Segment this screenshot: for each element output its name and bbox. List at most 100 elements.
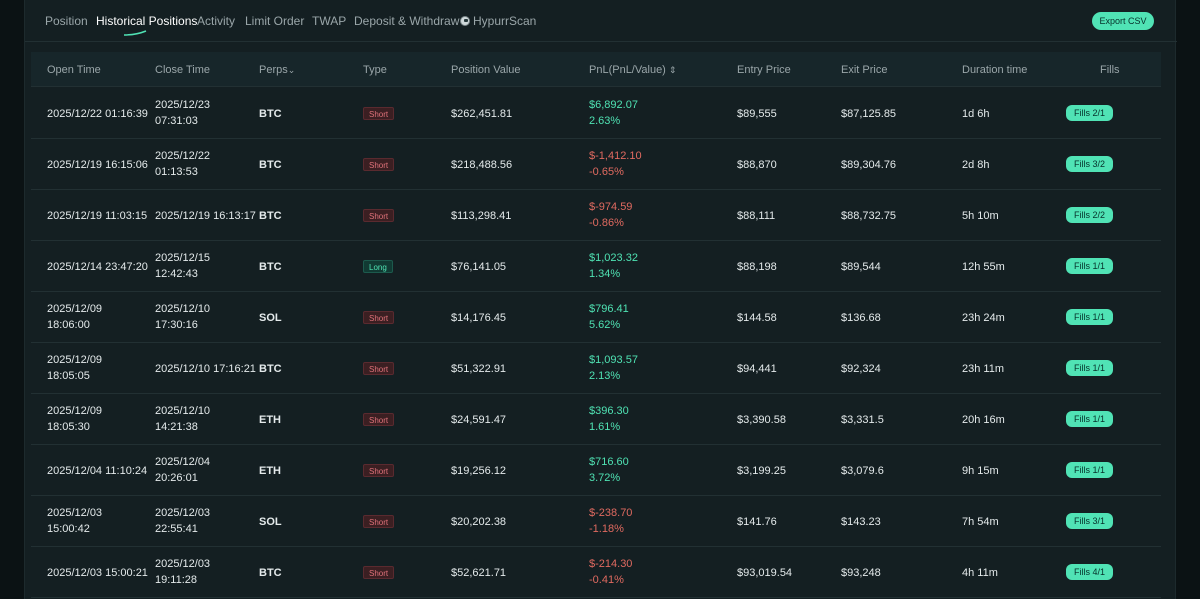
close-time-line2: 22:55:41 — [155, 523, 198, 535]
close-time-line2: 14:21:38 — [155, 421, 198, 433]
close-time-cell: 2025/12/15 12:42:43 — [155, 250, 210, 282]
open-time-line2: 15:00:42 — [47, 523, 90, 535]
close-time-line1: 2025/12/03 — [155, 507, 211, 519]
open-time-cell: 2025/12/09 18:05:30 — [47, 403, 102, 435]
duration: 1d 6h — [962, 108, 990, 120]
column-perps[interactable]: Perps⌄ — [259, 64, 295, 76]
perp-symbol[interactable]: BTC — [259, 567, 282, 579]
pnl-percent: -0.65% — [589, 166, 624, 178]
position-value: $52,621.71 — [451, 567, 507, 579]
position-type-badge: Short — [363, 107, 395, 120]
table-row: 2025/12/22 01:16:39 2025/12/23 07:31:03 BTC… — [31, 88, 1161, 139]
exit-price: $87,125.85 — [841, 108, 897, 120]
close-time-line1: 2025/12/10 — [155, 303, 211, 315]
fills-button[interactable]: Fills 2/1 — [1066, 105, 1113, 121]
perp-symbol[interactable]: BTC — [259, 108, 282, 120]
position-type-badge: Short — [363, 464, 395, 477]
tab-position[interactable]: Position — [45, 14, 88, 28]
entry-price: $3,390.58 — [737, 414, 786, 426]
close-time-line2: 12:42:43 — [155, 268, 198, 280]
pnl-percent: -0.86% — [589, 217, 624, 229]
column-exit-price: Exit Price — [841, 64, 888, 76]
pnl-cell: $-1,412.10 -0.65% — [589, 148, 642, 180]
perp-symbol[interactable]: SOL — [259, 312, 282, 324]
pnl-percent: 2.13% — [589, 370, 621, 382]
open-time-line1: 2025/12/03 — [47, 507, 103, 519]
tab-historical-positions[interactable]: Historical Positions — [96, 14, 197, 36]
open-time-line1: 2025/12/09 — [47, 303, 103, 315]
pnl-percent: 5.62% — [589, 319, 621, 331]
perp-symbol[interactable]: BTC — [259, 363, 282, 375]
fills-button[interactable]: Fills 4/1 — [1066, 564, 1113, 580]
position-value: $19,256.12 — [451, 465, 507, 477]
table-row: 2025/12/09 18:05:30 2025/12/10 14:21:38 ETH S… — [31, 394, 1161, 445]
fills-button[interactable]: Fills 2/2 — [1066, 207, 1113, 223]
entry-price: $141.76 — [737, 516, 777, 528]
close-time-cell: 2025/12/03 19:11:28 — [155, 556, 210, 588]
export-csv-button[interactable]: Export CSV — [1092, 12, 1154, 30]
entry-price: $94,441 — [737, 363, 777, 375]
fills-button[interactable]: Fills 1/1 — [1066, 258, 1113, 274]
fills-button[interactable]: Fills 3/1 — [1066, 513, 1113, 529]
tab-hypurrscan[interactable]: HypurrScan — [460, 14, 536, 28]
open-time-line2: 18:05:30 — [47, 421, 90, 433]
pnl-cell: $1,023.32 1.34% — [589, 250, 638, 282]
table-row: 2025/12/03 15:00:21 2025/12/03 19:11:28 BTC… — [31, 547, 1161, 598]
column-close-time[interactable]: Close Time — [155, 64, 211, 76]
table-row: 2025/12/19 11:03:15 2025/12/19 16:13:17 BT… — [31, 190, 1161, 241]
perp-symbol[interactable]: BTC — [259, 210, 282, 222]
open-time-line1: 2025/12/09 — [47, 354, 103, 366]
position-value: $76,141.05 — [451, 261, 507, 273]
column-pnl[interactable]: PnL(PnL/Value) ⇕ — [589, 64, 676, 76]
exit-price: $136.68 — [841, 312, 881, 324]
entry-price: $3,199.25 — [737, 465, 786, 477]
perp-symbol[interactable]: ETH — [259, 414, 281, 426]
close-time-cell: 2025/12/04 20:26:01 — [155, 454, 210, 486]
open-time-line2: 18:05:05 — [47, 370, 90, 382]
open-time-line1: 2025/12/19 11:03:15 — [47, 210, 148, 222]
duration: 23h 24m — [962, 312, 1005, 324]
position-type-badge: Short — [363, 413, 395, 426]
tab-deposit-withdraw[interactable]: Deposit & Withdraw — [354, 14, 460, 28]
position-type-badge: Short — [363, 566, 395, 579]
pnl-amount: $1,023.32 — [589, 252, 638, 264]
pnl-cell: $396.30 1.61% — [589, 403, 629, 435]
fills-button[interactable]: Fills 1/1 — [1066, 462, 1113, 478]
pnl-amount: $-974.59 — [589, 201, 633, 213]
position-value: $24,591.47 — [451, 414, 507, 426]
column-position-value: Position Value — [451, 64, 521, 76]
entry-price: $144.58 — [737, 312, 777, 324]
column-open-time[interactable]: Open Time — [47, 64, 101, 76]
historical-positions-panel: Position Historical Positions Activity L… — [24, 0, 1177, 599]
open-time-line1: 2025/12/09 — [47, 405, 103, 417]
exit-price: $89,304.76 — [841, 159, 897, 171]
tab-twap[interactable]: TWAP — [312, 14, 347, 28]
pnl-cell: $1,093.57 2.13% — [589, 352, 638, 384]
position-value: $20,202.38 — [451, 516, 507, 528]
open-time-cell: 2025/12/14 23:47:20 — [47, 259, 148, 275]
perp-symbol[interactable]: BTC — [259, 159, 282, 171]
exit-price: $93,248 — [841, 567, 881, 579]
fills-button[interactable]: Fills 3/2 — [1066, 156, 1113, 172]
close-time-line1: 2025/12/22 — [155, 150, 211, 162]
open-time-cell: 2025/12/22 01:16:39 — [47, 106, 148, 122]
exit-price: $92,324 — [841, 363, 881, 375]
tab-limit-order[interactable]: Limit Order — [245, 14, 305, 28]
fills-button[interactable]: Fills 1/1 — [1066, 411, 1113, 427]
pnl-cell: $6,892.07 2.63% — [589, 97, 638, 129]
close-time-line2: 20:26:01 — [155, 472, 198, 484]
pnl-cell: $-238.70 -1.18% — [589, 505, 632, 537]
perp-symbol[interactable]: SOL — [259, 516, 282, 528]
perp-symbol[interactable]: BTC — [259, 261, 282, 273]
close-time-cell: 2025/12/10 17:30:16 — [155, 301, 210, 333]
pnl-amount: $6,892.07 — [589, 99, 638, 111]
open-time-cell: 2025/12/09 18:05:05 — [47, 352, 102, 384]
tab-activity[interactable]: Activity — [197, 14, 236, 28]
entry-price: $89,555 — [737, 108, 777, 120]
position-value: $14,176.45 — [451, 312, 507, 324]
position-value: $113,298.41 — [451, 210, 512, 222]
perp-symbol[interactable]: ETH — [259, 465, 281, 477]
fills-button[interactable]: Fills 1/1 — [1066, 309, 1113, 325]
fills-button[interactable]: Fills 1/1 — [1066, 360, 1113, 376]
tab-hypurrscan-label: HypurrScan — [473, 14, 537, 28]
